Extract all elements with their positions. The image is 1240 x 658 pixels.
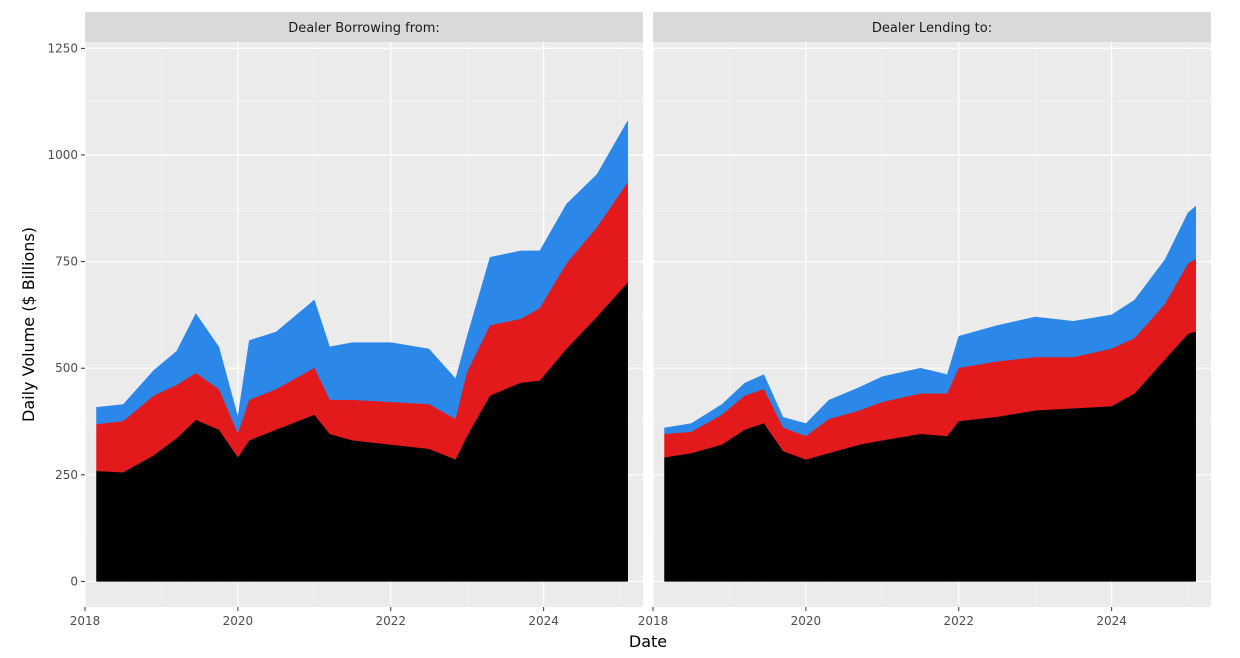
x-tick-label: 2018 — [70, 614, 101, 628]
x-tick-label: 2024 — [528, 614, 559, 628]
y-tick-label: 750 — [55, 255, 78, 269]
x-axis-label: Date — [629, 632, 667, 651]
y-tick-label: 0 — [70, 574, 78, 588]
x-tick-label: 2018 — [638, 614, 669, 628]
panel-title: Dealer Borrowing from: — [288, 21, 440, 36]
x-tick-label: 2022 — [375, 614, 406, 628]
x-tick-label: 2020 — [791, 614, 822, 628]
y-tick-label: 1250 — [47, 41, 78, 55]
panel-title: Dealer Lending to: — [872, 21, 992, 36]
area-series-1 — [96, 282, 628, 582]
panel-1: Dealer Borrowing from: 0 250 500 750 1000 1250… — [47, 12, 643, 628]
y-tick-label: 250 — [55, 468, 78, 482]
y-tick-label: 1000 — [47, 148, 78, 162]
x-tick-label: 2022 — [943, 614, 974, 628]
panel-strip — [85, 12, 643, 42]
area-series-1 — [664, 331, 1196, 582]
y-tick-label: 500 — [55, 361, 78, 375]
x-tick-label: 2020 — [223, 614, 254, 628]
x-tick-label: 2024 — [1096, 614, 1127, 628]
panel-strip — [653, 12, 1211, 42]
y-axis-label: Daily Volume ($ Billions) — [19, 227, 38, 422]
panel-2: Dealer Lending to: 2018 2020 2022 2024 — [638, 12, 1211, 628]
